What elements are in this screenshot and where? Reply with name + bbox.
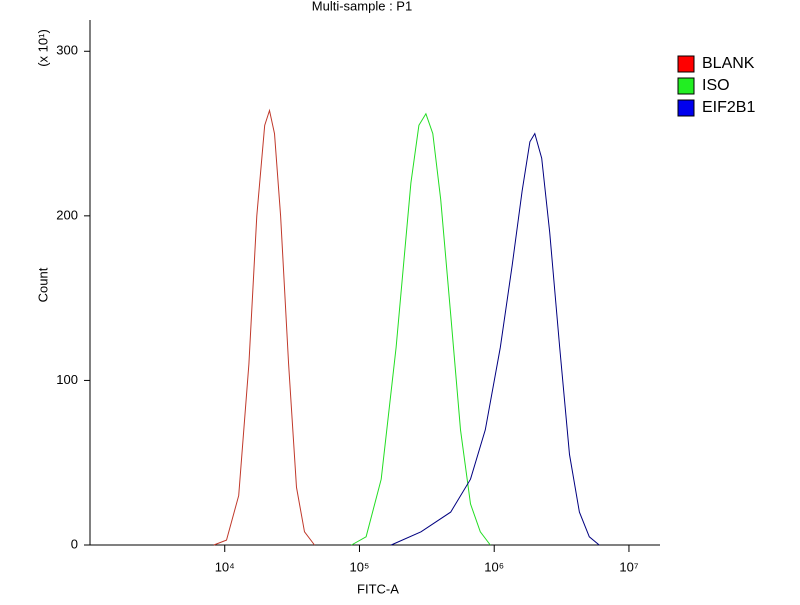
chart-title: Multi-sample : P1 bbox=[312, 0, 412, 13]
x-axis-label: FITC-A bbox=[357, 581, 399, 596]
legend-label: EIF2B1 bbox=[702, 99, 755, 116]
histogram-line bbox=[213, 108, 315, 546]
legend-swatch bbox=[677, 99, 695, 117]
y-axis-label: Count bbox=[35, 267, 50, 302]
histogram-line bbox=[390, 132, 600, 546]
y-tick-label: 200 bbox=[56, 207, 78, 222]
legend-swatch bbox=[677, 55, 695, 73]
legend-label: ISO bbox=[702, 77, 730, 94]
y-tick-label: 100 bbox=[56, 372, 78, 387]
y-tick-label: 300 bbox=[56, 43, 78, 58]
y-multiplier: (x 10¹) bbox=[35, 29, 50, 67]
x-tick-label: 10⁵ bbox=[350, 559, 370, 574]
x-tick-label: 10⁷ bbox=[619, 559, 638, 574]
x-tick-label: 10⁶ bbox=[484, 559, 504, 574]
legend-label: BLANK bbox=[702, 55, 755, 72]
legend-swatch bbox=[677, 77, 695, 95]
x-tick-label: 10⁴ bbox=[215, 559, 235, 574]
y-tick-label: 0 bbox=[71, 536, 78, 551]
histogram-line bbox=[351, 112, 491, 546]
